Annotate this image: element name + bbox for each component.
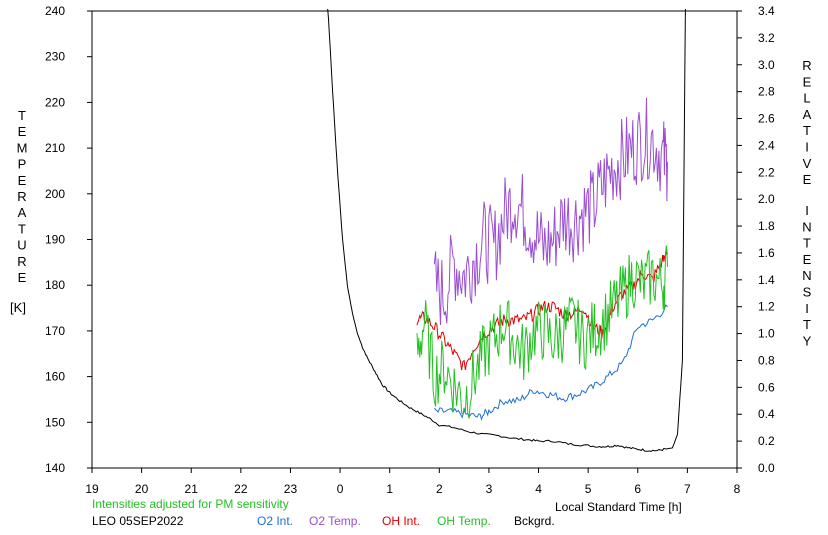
left-title-letter: E [18, 173, 27, 188]
right-title-letter: E [803, 252, 812, 267]
right-tick-label: 0.0 [758, 461, 775, 475]
right-title-letter: T [803, 123, 811, 138]
series-line-o2-int [433, 304, 668, 421]
left-tick-label: 160 [45, 370, 65, 384]
legend-item: OH Int. [382, 514, 420, 528]
right-title-letter: T [803, 317, 811, 332]
right-tick-label: 1.2 [758, 300, 775, 314]
right-tick-label: 1.6 [758, 246, 775, 260]
right-tick-label: 0.6 [758, 380, 775, 394]
left-tick-label: 140 [45, 461, 65, 475]
right-tick-label: 3.0 [758, 58, 775, 72]
series-layer [327, 8, 686, 453]
right-tick-label: 3.2 [758, 31, 775, 45]
left-title-letter: E [18, 124, 27, 139]
x-tick-label: 5 [585, 482, 592, 496]
left-title-letter: A [18, 205, 27, 220]
right-title-letter: A [803, 107, 812, 122]
right-tick-label: 2.4 [758, 138, 775, 152]
left-tick-label: 150 [45, 415, 65, 429]
station-date: LEO 05SEP2022 [92, 514, 184, 528]
right-title-letter: V [803, 156, 812, 171]
right-title-letter: L [803, 91, 810, 106]
left-tick-label: 220 [45, 95, 65, 109]
x-tick-label: 21 [185, 482, 199, 496]
left-title-letter: M [17, 140, 28, 155]
left-axis-ticks: 140 150 160 170 180 190 200 210 220 230 240 [45, 4, 92, 475]
legend-item: OH Temp. [437, 514, 491, 528]
left-tick-label: 210 [45, 141, 65, 155]
legend: O2 Int. O2 Temp. OH Int. OH Temp. Bckgrd. [257, 514, 555, 528]
right-tick-label: 1.0 [758, 327, 775, 341]
right-tick-label: 2.6 [758, 112, 775, 126]
right-title-letter: E [803, 74, 812, 89]
left-title-letter: R [17, 189, 26, 204]
x-tick-label: 8 [734, 482, 741, 496]
legend-item: Bckgrd. [514, 514, 555, 528]
right-title-letter: I [805, 203, 809, 218]
x-tick-label: 22 [234, 482, 248, 496]
x-tick-label: 20 [135, 482, 149, 496]
left-tick-label: 180 [45, 278, 65, 292]
right-title-letter: T [803, 236, 811, 251]
left-title-letter: T [18, 108, 26, 123]
right-title-letter: N [802, 219, 811, 234]
x-axis-label: Local Standard Time [h] [555, 500, 682, 514]
right-tick-label: 0.4 [758, 407, 775, 421]
left-title-letter: T [18, 221, 26, 236]
x-tick-label: 1 [386, 482, 393, 496]
right-tick-label: 2.0 [758, 192, 775, 206]
left-title-letter: U [17, 238, 26, 253]
right-tick-label: 1.8 [758, 219, 775, 233]
right-title-letter: E [803, 172, 812, 187]
right-title-letter: I [805, 140, 809, 155]
legend-item: O2 Temp. [309, 514, 361, 528]
x-tick-label: 3 [486, 482, 493, 496]
right-title-letter: R [802, 58, 811, 73]
right-axis-ticks: 0.0 0.2 0.4 0.6 0.8 1.0 1.2 1.4 1.6 1.8 2.0 2.2 2.4 2… [737, 4, 775, 475]
left-tick-label: 200 [45, 187, 65, 201]
left-title-letter: R [17, 254, 26, 269]
left-tick-label: 240 [45, 4, 65, 18]
x-tick-label: 6 [634, 482, 641, 496]
right-tick-label: 2.8 [758, 85, 775, 99]
x-tick-label: 19 [85, 482, 99, 496]
right-tick-label: 3.4 [758, 4, 775, 18]
right-title-letter: Y [803, 333, 812, 348]
sensitivity-note: Intensities adjusted for PM sensitivity [92, 497, 289, 511]
right-tick-label: 2.2 [758, 165, 775, 179]
left-tick-label: 170 [45, 324, 65, 338]
left-title-letter: P [18, 157, 27, 172]
left-title-letter: E [18, 270, 27, 285]
series-line-bckgrd [327, 8, 686, 453]
x-tick-label: 4 [535, 482, 542, 496]
x-axis-ticks: 19 20 21 22 23 0 1 2 3 4 5 6 7 8 [85, 468, 741, 496]
x-tick-label: 7 [684, 482, 691, 496]
right-title-letter: S [803, 285, 812, 300]
series-line-o2-temp [433, 97, 668, 326]
x-tick-label: 2 [436, 482, 443, 496]
x-tick-label: 23 [284, 482, 298, 496]
right-title-letter: I [805, 301, 809, 316]
left-tick-label: 230 [45, 50, 65, 64]
series-line-oh-temp [416, 245, 668, 419]
left-axis-unit: [K] [10, 300, 26, 315]
legend-item: O2 Int. [257, 514, 293, 528]
right-tick-label: 0.2 [758, 434, 775, 448]
right-title-letter: N [802, 268, 811, 283]
x-tick-label: 0 [337, 482, 344, 496]
right-tick-label: 1.4 [758, 273, 775, 287]
right-tick-label: 0.8 [758, 353, 775, 367]
left-tick-label: 190 [45, 233, 65, 247]
